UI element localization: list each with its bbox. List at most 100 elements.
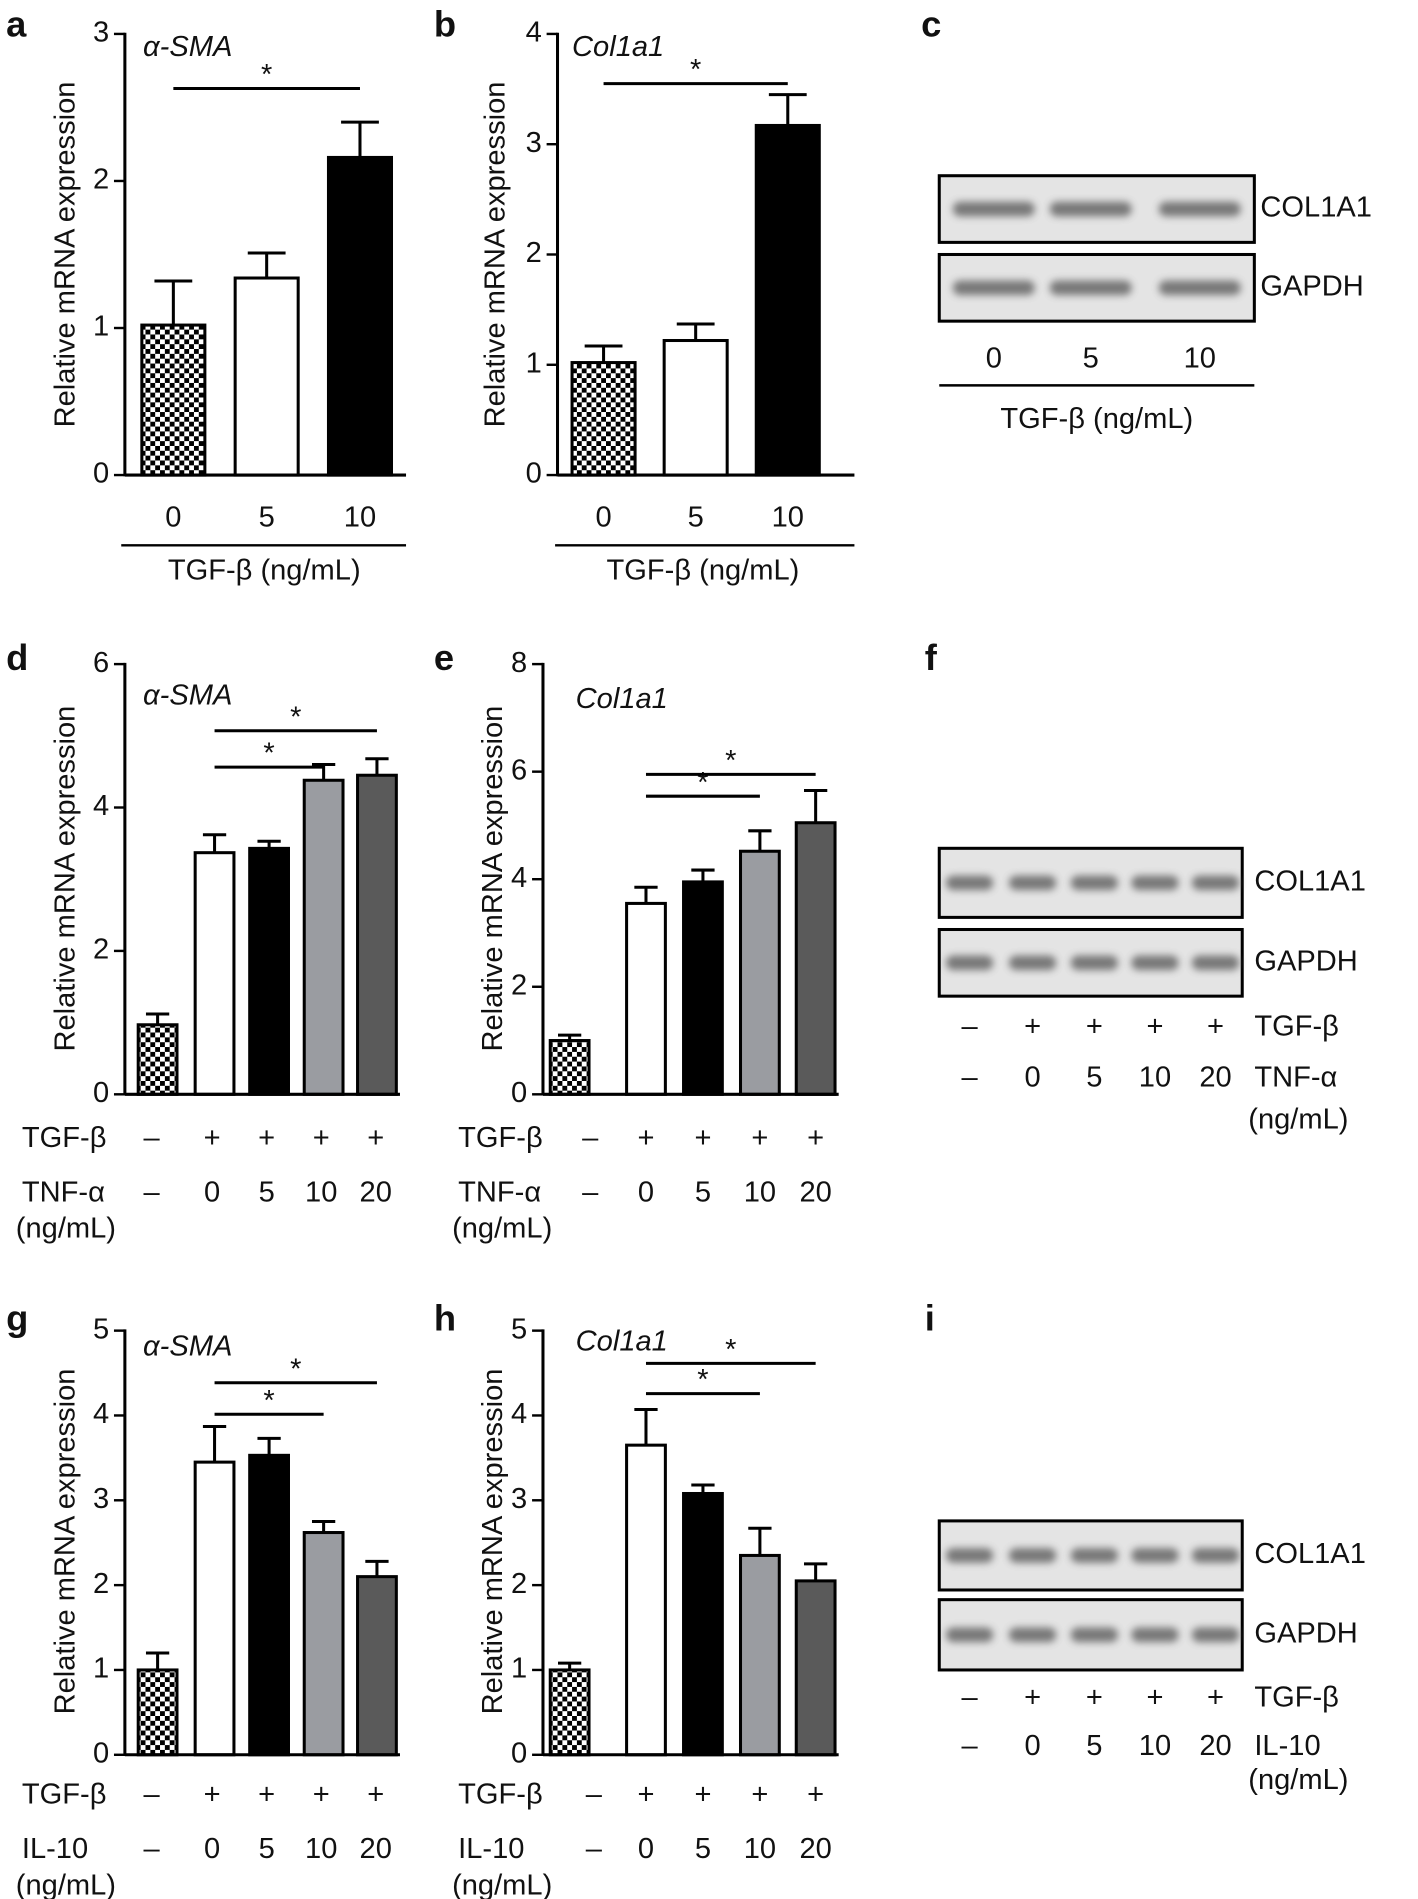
row-cell: + — [1086, 1682, 1103, 1714]
panel-letter: d — [6, 637, 28, 678]
y-tick-label: 0 — [93, 458, 109, 490]
row-cell: 20 — [360, 1833, 392, 1865]
bar — [248, 846, 290, 1096]
blot-band — [1191, 1548, 1240, 1563]
y-tick-label: 2 — [511, 969, 527, 1001]
row-cell: 5 — [259, 1176, 275, 1208]
row-cell: 0 — [1024, 1061, 1040, 1093]
blot-band — [952, 201, 1035, 217]
row-cell: + — [1086, 1010, 1103, 1042]
row-cell: + — [367, 1122, 384, 1154]
bar — [682, 1491, 724, 1757]
row-cell: + — [367, 1779, 384, 1811]
blot-band — [945, 1627, 994, 1643]
blot-band — [1008, 875, 1057, 891]
x-tick-label: 10 — [772, 501, 804, 533]
row-cell: + — [807, 1779, 824, 1811]
row-label: TGF-β — [1254, 1682, 1339, 1714]
y-tick-label: 3 — [93, 17, 109, 49]
blot-band — [1008, 1627, 1057, 1643]
row-cell: 10 — [305, 1833, 337, 1865]
blot-band — [1008, 955, 1057, 971]
bar — [570, 361, 637, 477]
bar — [548, 1668, 591, 1757]
row-cell: 20 — [360, 1176, 392, 1208]
band-label: GAPDH — [1260, 271, 1363, 303]
row-label: IL-10 — [458, 1833, 524, 1865]
bar — [136, 1668, 179, 1757]
significance-star: * — [697, 1364, 708, 1396]
panel-letter: b — [434, 3, 456, 44]
significance-star: * — [261, 59, 272, 91]
blot-band — [1191, 955, 1240, 971]
row-cell: 5 — [259, 1833, 275, 1865]
lane-label: 5 — [1083, 343, 1099, 375]
y-tick-label: 1 — [511, 1653, 527, 1685]
y-tick-label: 5 — [511, 1313, 527, 1345]
row-unit: (ng/mL) — [16, 1870, 116, 1899]
band-label: COL1A1 — [1254, 866, 1366, 898]
y-tick-label: 3 — [511, 1483, 527, 1515]
bar — [302, 778, 345, 1096]
row-cell: 0 — [1024, 1730, 1040, 1762]
bar — [356, 773, 398, 1096]
row-cell: + — [637, 1122, 654, 1154]
blot-band — [1070, 875, 1119, 891]
y-tick-label: 2 — [93, 164, 109, 196]
row-cell: – — [143, 1833, 160, 1865]
row-cell: 0 — [204, 1833, 220, 1865]
band-label: COL1A1 — [1260, 192, 1372, 224]
y-tick-label: 3 — [526, 127, 542, 159]
y-tick-label: 0 — [93, 1077, 109, 1109]
y-tick-label: 6 — [93, 647, 109, 679]
row-cell: + — [1024, 1682, 1041, 1714]
x-axis-label: TGF-β (ng/mL) — [168, 555, 361, 587]
x-tick-label: 5 — [688, 501, 704, 533]
row-cell: 10 — [1139, 1730, 1171, 1762]
bar — [136, 1023, 179, 1096]
band-label: COL1A1 — [1254, 1538, 1366, 1570]
y-tick-label: 2 — [511, 1568, 527, 1600]
blot-band — [1191, 875, 1240, 891]
x-tick-label: 5 — [259, 501, 275, 533]
row-cell: + — [1024, 1010, 1041, 1042]
row-unit: (ng/mL) — [452, 1213, 552, 1245]
row-cell: 10 — [744, 1176, 776, 1208]
blot-band — [1131, 1548, 1179, 1563]
y-tick-label: 0 — [511, 1737, 527, 1769]
row-cell: – — [582, 1122, 599, 1154]
significance-star: * — [725, 745, 736, 777]
significance-star: * — [697, 767, 708, 799]
significance-star: * — [290, 701, 301, 733]
bar — [140, 323, 207, 477]
row-cell: 5 — [1086, 1061, 1102, 1093]
row-cell: – — [586, 1779, 603, 1811]
chart-title: α-SMA — [143, 31, 232, 63]
chart-title: α-SMA — [143, 680, 232, 712]
row-label: TNF-α — [1254, 1061, 1337, 1093]
x-tick-label: 0 — [165, 501, 181, 533]
lane-label: 0 — [986, 343, 1002, 375]
row-cell: + — [258, 1122, 275, 1154]
row-cell: 0 — [638, 1833, 654, 1865]
significance-star: * — [263, 738, 274, 770]
bar — [193, 851, 236, 1096]
row-cell: + — [1146, 1682, 1163, 1714]
row-cell: 10 — [305, 1176, 337, 1208]
bar — [302, 1531, 345, 1757]
row-label: TGF-β — [458, 1779, 543, 1811]
y-axis-label: Relative mRNA expression — [49, 706, 81, 1052]
band-label: GAPDH — [1254, 1617, 1357, 1649]
row-cell: – — [961, 1010, 978, 1042]
panel-letter: a — [6, 3, 27, 44]
row-unit: (ng/mL) — [16, 1213, 116, 1245]
chart-title: Col1a1 — [576, 1325, 668, 1357]
blot-band — [945, 955, 994, 971]
row-cell: – — [961, 1061, 978, 1093]
bar — [326, 155, 394, 477]
blot-band — [1191, 1627, 1240, 1643]
bar — [248, 1453, 290, 1757]
significance-star: * — [263, 1385, 274, 1417]
y-tick-label: 5 — [93, 1313, 109, 1345]
